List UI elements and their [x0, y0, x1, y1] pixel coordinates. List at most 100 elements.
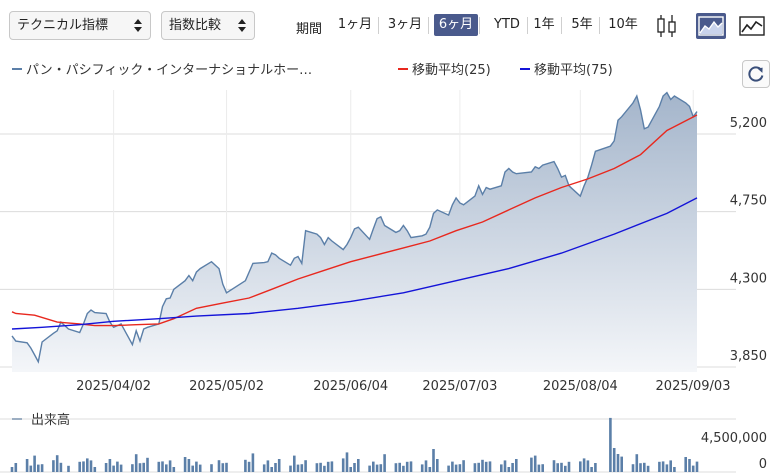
- volume-bar: [86, 458, 89, 472]
- legend-label-2: 移動平均(75): [534, 63, 613, 78]
- volume-bar: [500, 464, 503, 472]
- volume-bar: [507, 467, 511, 472]
- volume-bar: [609, 417, 612, 472]
- volume-bar: [198, 464, 202, 472]
- volume-bar: [477, 462, 480, 472]
- volume-bar: [560, 462, 563, 472]
- volume-bar: [353, 463, 356, 472]
- volume-bar: [89, 460, 93, 472]
- volume-bar: [25, 459, 29, 472]
- volume-bar: [10, 467, 14, 472]
- volume-bar: [251, 453, 255, 472]
- volume-bar: [658, 461, 661, 472]
- volume-bar: [116, 461, 119, 472]
- range-separator: [599, 17, 600, 34]
- x-tick-label-1: 2025/05/02: [189, 379, 264, 394]
- volume-bar: [383, 454, 386, 472]
- range-separator: [428, 17, 429, 34]
- index-compare-select[interactable]: 指数比較: [161, 11, 255, 40]
- volume-bar: [304, 460, 307, 472]
- volume-bar: [357, 459, 360, 472]
- volume-bar: [372, 461, 375, 472]
- volume-bar: [409, 461, 413, 472]
- volume-bar: [454, 464, 458, 472]
- range-button-3[interactable]: YTD: [494, 17, 520, 32]
- y-axis-labels: 3,850 4,300 4,750 5,200: [730, 116, 767, 364]
- volume-bar: [669, 460, 672, 472]
- volume-bar: [142, 462, 145, 472]
- range-button-6[interactable]: 10年: [608, 17, 638, 32]
- range-button-5[interactable]: 5年: [571, 17, 593, 32]
- volume-bar: [187, 459, 191, 472]
- volume-bar: [138, 463, 142, 472]
- volume-bar: [326, 461, 330, 472]
- volume-gridlines: [0, 418, 736, 473]
- index-compare-label: 指数比較: [169, 18, 222, 33]
- volume-bar: [14, 463, 18, 472]
- volume-bar: [616, 454, 620, 472]
- candlestick-chart-button[interactable]: [652, 13, 682, 39]
- volume-bar: [541, 464, 544, 472]
- line-chart-button[interactable]: [737, 13, 767, 39]
- volume-y-tick-label-1: 4,500,000: [701, 431, 767, 446]
- technical-indicator-select[interactable]: テクニカル指標: [9, 11, 151, 40]
- volume-bar: [244, 459, 247, 472]
- price-area: [12, 92, 697, 372]
- volume-bar: [473, 463, 477, 472]
- volume-bar: [552, 460, 556, 472]
- volume-bar: [691, 465, 695, 472]
- volume-bars: [10, 417, 699, 472]
- volume-bar: [134, 454, 138, 472]
- range-button-1[interactable]: 3ヶ月: [387, 17, 423, 32]
- volume-bar: [631, 464, 635, 472]
- volume-bar: [503, 460, 507, 472]
- volume-bar: [643, 462, 646, 472]
- volume-bar: [33, 455, 36, 472]
- volume-bar: [274, 463, 277, 472]
- chart-legend: パン・パシフィック・インターナショナルホー… 移動平均(25) 移動平均(75): [12, 63, 613, 78]
- volume-bar: [420, 464, 424, 472]
- volume-bar: [341, 458, 345, 472]
- range-button-4[interactable]: 1年: [533, 17, 555, 32]
- area-chart-icon: [698, 16, 724, 36]
- technical-indicator-label: テクニカル指標: [17, 18, 109, 33]
- range-separator: [527, 17, 528, 34]
- y-tick-label-0: 3,850: [730, 349, 767, 364]
- volume-bar: [40, 464, 44, 472]
- volume-bar: [146, 457, 149, 472]
- refresh-button[interactable]: [742, 60, 770, 88]
- volume-bar: [296, 464, 300, 472]
- volume-bar: [684, 457, 687, 472]
- range-separator: [479, 17, 480, 34]
- range-button-0[interactable]: 1ヶ月: [337, 17, 373, 32]
- volume-bar: [319, 462, 322, 472]
- volume-bar: [157, 461, 161, 472]
- volume-bar: [221, 463, 225, 472]
- volume-bar: [579, 461, 582, 472]
- volume-bar: [424, 460, 428, 472]
- legend-label-1: 移動平均(25): [412, 63, 491, 78]
- range-button-2[interactable]: 6ヶ月: [434, 14, 478, 36]
- volume-bar: [368, 465, 371, 472]
- volume-bar: [330, 461, 334, 472]
- volume-bar: [646, 465, 650, 472]
- line-chart-icon: [739, 16, 765, 36]
- legend-label-0: パン・パシフィック・インターナショナルホー…: [26, 63, 312, 78]
- volume-bar: [67, 465, 70, 472]
- volume-bar: [168, 460, 172, 472]
- volume-bar: [612, 448, 616, 472]
- period-label: 期間: [296, 22, 323, 37]
- volume-bar: [661, 461, 665, 472]
- volume-bar: [533, 455, 537, 472]
- volume-bar: [119, 464, 123, 472]
- volume-bar: [428, 467, 432, 472]
- x-tick-label-2: 2025/06/04: [313, 379, 388, 394]
- select-arrows-icon: [238, 19, 246, 32]
- volume-bar: [635, 454, 639, 472]
- volume-bar: [673, 467, 676, 472]
- volume-bar: [217, 460, 221, 472]
- volume-bar: [270, 467, 273, 472]
- volume-bar: [323, 465, 326, 472]
- area-chart-button[interactable]: [696, 13, 726, 39]
